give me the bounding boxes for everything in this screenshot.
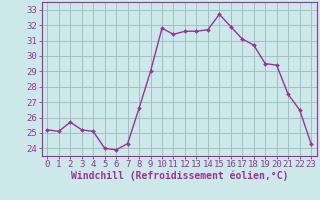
X-axis label: Windchill (Refroidissement éolien,°C): Windchill (Refroidissement éolien,°C): [70, 171, 288, 181]
